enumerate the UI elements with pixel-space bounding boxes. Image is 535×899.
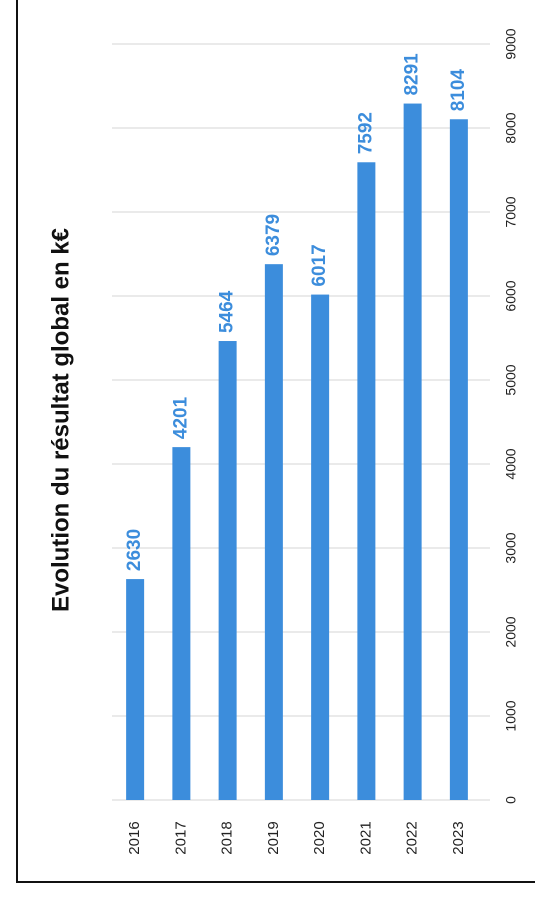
bar	[403, 103, 422, 800]
chart-title: Evolution du résultat global en k€	[47, 228, 74, 612]
bar	[264, 264, 283, 800]
x-tick-label: 2019	[265, 821, 282, 854]
y-tick-label: 7000	[503, 196, 519, 227]
value-label: 6379	[263, 214, 284, 256]
y-tick-label: 9000	[503, 28, 519, 59]
bar	[311, 294, 330, 800]
y-tick-label: 2000	[503, 616, 519, 647]
value-label: 5464	[217, 290, 238, 333]
bar	[449, 119, 468, 801]
value-label: 7592	[355, 112, 376, 154]
x-tick-label: 2021	[357, 821, 374, 854]
value-label: 2630	[124, 529, 145, 571]
y-tick-label: 6000	[503, 280, 519, 311]
y-tick-label: 1000	[503, 700, 519, 731]
x-tick-label: 2023	[450, 821, 467, 854]
x-tick-label: 2018	[219, 821, 236, 854]
value-label: 6017	[309, 244, 330, 286]
bar	[172, 447, 191, 800]
bar	[357, 162, 376, 801]
value-label: 8291	[402, 53, 423, 96]
y-tick-label: 5000	[503, 364, 519, 395]
y-tick-label: 3000	[503, 532, 519, 563]
x-tick-label: 2017	[172, 821, 189, 854]
x-tick-label: 2022	[404, 821, 421, 854]
frame	[16, 0, 535, 883]
x-tick-label: 2020	[311, 821, 328, 854]
value-label: 4201	[170, 396, 191, 439]
value-label: 8104	[448, 69, 469, 112]
y-tick-label: 8000	[503, 112, 519, 143]
x-tick-label: 2016	[126, 821, 143, 854]
bar	[218, 341, 237, 800]
y-tick-label: 4000	[503, 448, 519, 479]
bar	[126, 579, 145, 800]
y-tick-label: 0	[503, 796, 519, 804]
